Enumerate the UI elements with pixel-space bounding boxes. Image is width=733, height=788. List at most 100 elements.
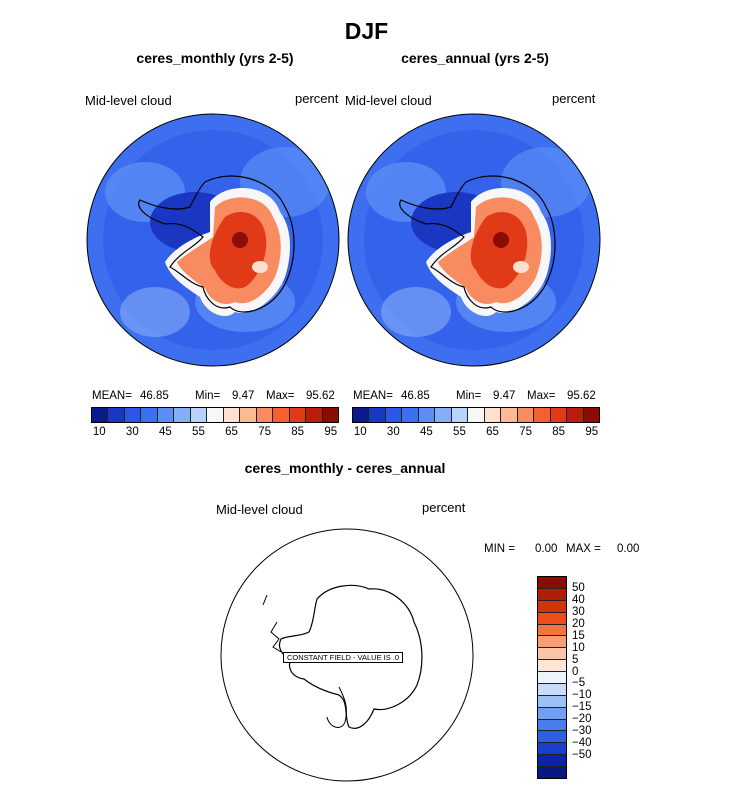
panel-1-min-value: 9.47 [232, 390, 255, 402]
diff-colorbar-swatch [538, 612, 566, 625]
panel-2-variable: Mid-level cloud [345, 93, 432, 108]
diff-colorbar-tick-label: −30 [572, 725, 592, 738]
diff-colorbar-swatch [538, 695, 566, 708]
diff-panel-variable: Mid-level cloud [216, 502, 303, 517]
colorbar-swatch [534, 408, 551, 422]
colorbar-tick-label: 75 [519, 426, 532, 438]
diff-colorbar-swatch [538, 743, 566, 756]
diff-colorbar-swatch [538, 577, 566, 589]
colorbar-tick-label: 55 [453, 426, 466, 438]
diff-colorbar-tick-label: 20 [572, 617, 585, 630]
panel-1-variable: Mid-level cloud [85, 93, 172, 108]
diff-colorbar-tick-label: 30 [572, 605, 585, 618]
panel-2-max-value: 95.62 [567, 390, 596, 402]
diff-min-label: MIN = [484, 543, 515, 555]
panel-1-title: ceres_monthly (yrs 2-5) [136, 50, 294, 66]
diff-colorbar-swatch [538, 600, 566, 613]
colorbar-tick-label: 65 [486, 426, 499, 438]
colorbar-tick-label: 45 [158, 426, 172, 438]
constant-field-note: CONSTANT FIELD - VALUE IS .0 [283, 652, 404, 663]
panel-2-colorbar-ticks: 10 30 45 55 65 75 85 95 [352, 426, 600, 440]
colorbar-swatch [468, 408, 485, 422]
diff-colorbar-swatch [538, 719, 566, 732]
colorbar-tick-label: 45 [419, 426, 433, 438]
colorbar-swatch [501, 408, 518, 422]
colorbar-swatch [256, 408, 274, 422]
diff-max-label: MAX = [566, 543, 601, 555]
diff-colorbar-tick-label: −50 [572, 749, 592, 762]
colorbar-swatch [92, 408, 109, 422]
colorbar-swatch [353, 408, 370, 422]
colorbar-swatch [567, 408, 584, 422]
colorbar-swatch [583, 408, 600, 422]
panel-2-min-value: 9.47 [493, 390, 516, 402]
diff-colorbar-swatch [538, 731, 566, 744]
diff-colorbar-swatch [538, 624, 566, 637]
panel-1-max-label: Max= [266, 390, 295, 402]
colorbar-swatch [550, 408, 568, 422]
panel-1-map [86, 113, 340, 367]
colorbar-swatch [108, 408, 125, 422]
colorbar-tick-label: 55 [192, 426, 205, 438]
diff-max-value: 0.00 [617, 543, 640, 555]
colorbar-swatch [207, 408, 224, 422]
colorbar-tick-label: 10 [353, 426, 367, 438]
colorbar-swatch [289, 408, 307, 422]
colorbar-swatch [402, 408, 419, 422]
colorbar-swatch [484, 408, 502, 422]
panel-2-colorbar [352, 407, 600, 423]
colorbar-tick-label: 30 [125, 426, 139, 438]
colorbar-swatch [306, 408, 323, 422]
diff-colorbar-tick-label: −40 [572, 737, 592, 750]
colorbar-tick-label: 85 [291, 426, 305, 438]
colorbar-tick-label: 85 [552, 426, 566, 438]
diff-colorbar-tick-label: 5 [572, 653, 579, 666]
colorbar-swatch [451, 408, 469, 422]
colorbar-tick-label: 95 [585, 426, 599, 438]
panel-2-mean-label: MEAN= [353, 390, 393, 402]
colorbar-tick-label: 75 [258, 426, 271, 438]
colorbar-tick-label: 65 [225, 426, 238, 438]
diff-colorbar-tick-label: 40 [572, 593, 585, 606]
colorbar-swatch [435, 408, 452, 422]
panel-1-min-label: Min= [195, 390, 221, 402]
diff-colorbar-swatch [538, 755, 566, 767]
panel-1-mean-label: MEAN= [92, 390, 132, 402]
panel-2-min-label: Min= [456, 390, 482, 402]
diff-colorbar [537, 576, 567, 779]
diff-colorbar-tick-label: −20 [572, 713, 592, 726]
colorbar-swatch [418, 408, 436, 422]
diff-panel-title: ceres_monthly - ceres_annual [244, 460, 446, 476]
colorbar-swatch [240, 408, 257, 422]
colorbar-swatch [385, 408, 403, 422]
panel-1-mean-value: 46.85 [140, 390, 169, 402]
diff-colorbar-swatch [538, 660, 566, 672]
diff-colorbar-tick-label: 10 [572, 641, 585, 654]
figure-title: DJF [344, 18, 389, 44]
diff-colorbar-tick-label: −5 [572, 677, 586, 690]
colorbar-swatch [141, 408, 158, 422]
colorbar-swatch [223, 408, 241, 422]
panel-2-title: ceres_annual (yrs 2-5) [401, 50, 549, 66]
diff-colorbar-ticks: 50 40 30 20 15 10 5 0 −5 −10 −15 −20 −30 −40 −50 [572, 576, 612, 779]
panel-1-colorbar [91, 407, 339, 423]
colorbar-swatch [190, 408, 208, 422]
panel-1-colorbar-ticks: 10 30 45 55 65 75 85 95 [91, 426, 339, 440]
diff-colorbar-swatch [538, 648, 566, 661]
diff-colorbar-swatch [538, 588, 566, 601]
diff-colorbar-swatch [538, 707, 566, 720]
diff-colorbar-swatch [538, 683, 566, 696]
diff-panel-units: percent [422, 500, 466, 515]
diff-colorbar-tick-label: 15 [572, 629, 585, 642]
diff-colorbar-tick-label: 0 [572, 665, 579, 678]
colorbar-tick-label: 30 [386, 426, 400, 438]
diff-colorbar-swatch [538, 767, 566, 778]
panel-2-max-label: Max= [527, 390, 556, 402]
colorbar-swatch [124, 408, 142, 422]
panel-2-units: percent [552, 91, 596, 106]
panel-1-units: percent [295, 91, 339, 106]
colorbar-tick-label: 10 [92, 426, 106, 438]
colorbar-swatch [174, 408, 191, 422]
diff-colorbar-swatch [538, 672, 566, 684]
colorbar-swatch [517, 408, 535, 422]
